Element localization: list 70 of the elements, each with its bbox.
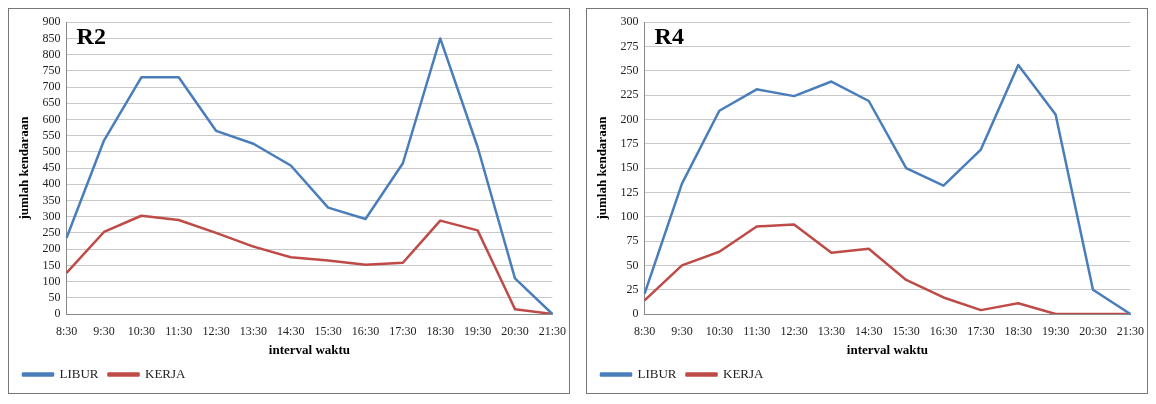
y-axis-title: jumlah kendaraan: [594, 115, 610, 221]
chart-title: R4: [654, 23, 684, 50]
x-tick-label: 14:30: [277, 324, 305, 339]
y-tick-label: 250: [620, 62, 639, 77]
legend-label: KERJA: [723, 365, 765, 381]
y-tick-label: 175: [620, 135, 639, 150]
y-tick-label: 200: [42, 241, 61, 256]
x-tick-label: 21:30: [1116, 324, 1144, 339]
x-tick-label: 17:30: [389, 324, 417, 339]
x-tick-label: 13:30: [239, 324, 268, 339]
x-tick-label: 9:30: [93, 324, 115, 339]
y-tick-label: 100: [620, 208, 639, 223]
y-tick-label: 300: [620, 14, 639, 29]
legend-label: LIBUR: [637, 365, 677, 381]
y-tick-label: 400: [42, 176, 61, 191]
x-tick-label: 19:30: [1041, 324, 1070, 339]
y-tick-label: 750: [42, 62, 61, 77]
legend-label: LIBUR: [59, 365, 99, 381]
x-tick-label: 21:30: [538, 324, 566, 339]
y-tick-label: 50: [48, 289, 61, 304]
y-tick-label: 350: [42, 192, 61, 207]
x-tick-label: 12:30: [780, 324, 808, 339]
x-tick-label: 20:30: [501, 324, 529, 339]
y-tick-label: 75: [626, 233, 639, 248]
y-tick-label: 0: [632, 306, 639, 321]
x-tick-label: 8:30: [55, 324, 78, 339]
x-tick-label: 16:30: [351, 324, 380, 339]
x-tick-label: 11:30: [165, 324, 193, 339]
chart-title: R2: [76, 23, 106, 50]
y-tick-label: 0: [54, 306, 61, 321]
y-tick-label: 700: [42, 79, 61, 94]
y-tick-label: 150: [620, 160, 639, 175]
y-tick-label: 550: [42, 127, 61, 142]
legend-label: KERJA: [145, 365, 187, 381]
x-tick-label: 9:30: [671, 324, 693, 339]
x-tick-label: 19:30: [463, 324, 492, 339]
y-tick-label: 800: [42, 46, 61, 61]
y-tick-label: 500: [42, 144, 61, 159]
y-axis-title: jumlah kendaraan: [16, 115, 32, 221]
y-tick-label: 900: [42, 14, 61, 29]
x-axis-title: interval waktu: [846, 341, 929, 357]
y-tick-label: 125: [620, 184, 639, 199]
x-tick-label: 11:30: [743, 324, 771, 339]
y-tick-label: 225: [620, 87, 639, 102]
y-tick-label: 600: [42, 111, 61, 126]
y-tick-label: 250: [42, 225, 61, 240]
y-tick-label: 200: [620, 111, 639, 126]
y-tick-label: 300: [42, 208, 61, 223]
x-tick-label: 8:30: [633, 324, 656, 339]
x-tick-label: 12:30: [202, 324, 230, 339]
y-tick-label: 100: [42, 273, 61, 288]
x-tick-label: 15:30: [314, 324, 342, 339]
x-tick-label: 10:30: [705, 324, 733, 339]
y-tick-label: 650: [42, 95, 61, 110]
y-tick-label: 50: [626, 257, 639, 272]
x-tick-label: 14:30: [855, 324, 883, 339]
x-tick-label: 18:30: [1004, 324, 1032, 339]
x-tick-label: 20:30: [1079, 324, 1107, 339]
x-tick-label: 18:30: [426, 324, 454, 339]
x-tick-label: 13:30: [817, 324, 846, 339]
x-tick-label: 17:30: [967, 324, 995, 339]
y-tick-label: 275: [620, 38, 639, 53]
x-axis-title: interval waktu: [268, 341, 351, 357]
y-tick-label: 25: [626, 281, 639, 296]
x-tick-label: 15:30: [892, 324, 920, 339]
y-tick-label: 450: [42, 160, 61, 175]
y-tick-label: 850: [42, 30, 61, 45]
x-tick-label: 16:30: [929, 324, 958, 339]
x-tick-label: 10:30: [127, 324, 155, 339]
y-tick-label: 150: [42, 257, 61, 272]
